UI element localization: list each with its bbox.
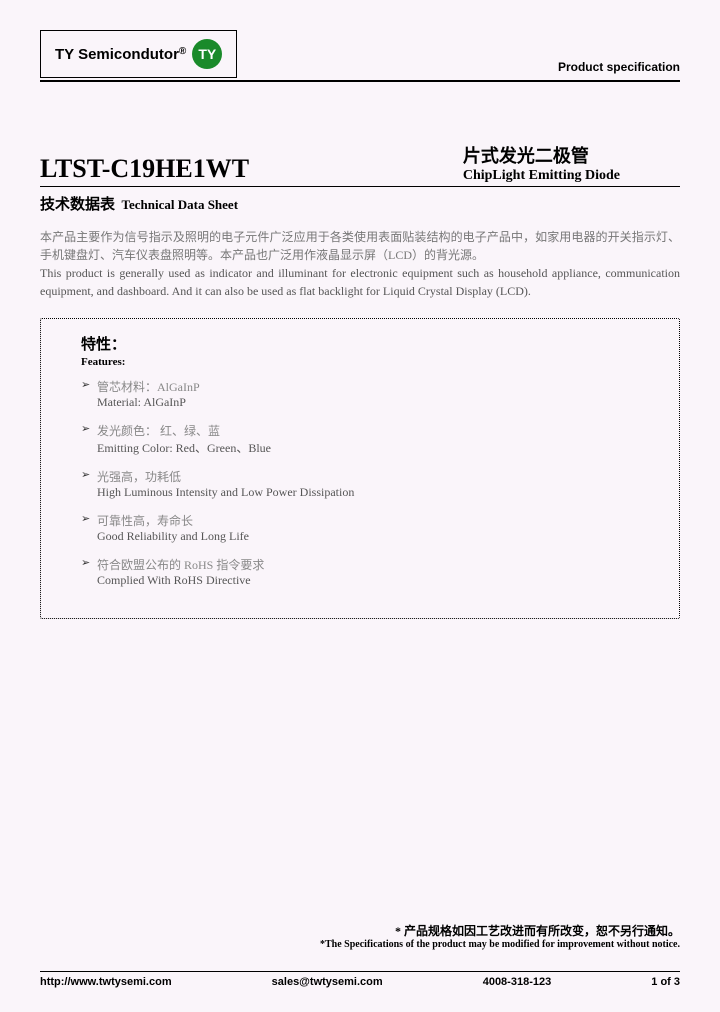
registered-mark: ® xyxy=(179,46,186,57)
footer-email: sales@twtysemi.com xyxy=(272,976,383,988)
feature-en: Complied With RoHS Directive xyxy=(97,573,649,588)
feature-item: 发光颜色： 红、绿、蓝 Emitting Color: Red、Green、Bl… xyxy=(81,422,649,456)
feature-en: Material: AlGaInP xyxy=(97,395,649,410)
features-title-en: Features: xyxy=(81,356,649,368)
company-text: TY Semicondutor xyxy=(55,46,179,63)
header-row: TY Semicondutor® TY Product specificatio… xyxy=(40,30,680,82)
title-cn: 片式发光二极管 xyxy=(463,142,620,168)
feature-item: 可靠性高，寿命长 Good Reliability and Long Life xyxy=(81,512,649,544)
footer-phone: 4008-318-123 xyxy=(483,976,552,988)
logo-box: TY Semicondutor® TY xyxy=(40,30,237,78)
subtitle-en: Technical Data Sheet xyxy=(122,197,239,212)
part-number: LTST-C19HE1WT xyxy=(40,154,249,184)
feature-cn: 管芯材料：AlGaInP xyxy=(97,378,649,395)
feature-en: Emitting Color: Red、Green、Blue xyxy=(97,439,649,456)
footer: http://www.twtysemi.com sales@twtysemi.c… xyxy=(40,971,680,988)
company-name: TY Semicondutor® xyxy=(55,46,186,63)
description-en: This product is generally used as indica… xyxy=(40,266,680,298)
description-block: 本产品主要作为信号指示及照明的电子元件广泛应用于各类使用表面贴装结构的电子产品中… xyxy=(40,228,680,300)
feature-cn: 可靠性高，寿命长 xyxy=(97,512,649,529)
product-spec-label: Product specification xyxy=(558,60,680,78)
feature-cn: 光强高，功耗低 xyxy=(97,468,649,485)
title-block: LTST-C19HE1WT 片式发光二极管 ChipLight Emitting… xyxy=(40,142,680,187)
feature-item: 管芯材料：AlGaInP Material: AlGaInP xyxy=(81,378,649,410)
features-title-cn: 特性： xyxy=(81,333,649,354)
logo-icon: TY xyxy=(192,39,222,69)
subtitle-cn: 技术数据表 xyxy=(40,197,115,213)
footer-url: http://www.twtysemi.com xyxy=(40,976,172,988)
footer-page: 1 of 3 xyxy=(651,976,680,988)
disclaimer-cn-text: 产品规格如因工艺改进而有所改变，恕不另行通知。 xyxy=(404,924,680,938)
feature-en: High Luminous Intensity and Low Power Di… xyxy=(97,485,649,500)
description-cn: 本产品主要作为信号指示及照明的电子元件广泛应用于各类使用表面贴装结构的电子产品中… xyxy=(40,230,680,262)
feature-item: 光强高，功耗低 High Luminous Intensity and Low … xyxy=(81,468,649,500)
features-box: 特性： Features: 管芯材料：AlGaInP Material: AlG… xyxy=(40,318,680,619)
star-icon: * xyxy=(395,924,401,938)
disclaimer-cn: * 产品规格如因工艺改进而有所改变，恕不另行通知。 xyxy=(320,922,680,939)
disclaimer-en: *The Specifications of the product may b… xyxy=(320,939,680,950)
disclaimer: * 产品规格如因工艺改进而有所改变，恕不另行通知。 *The Specifica… xyxy=(320,922,680,950)
feature-cn: 发光颜色： 红、绿、蓝 xyxy=(97,422,649,439)
title-right: 片式发光二极管 ChipLight Emitting Diode xyxy=(463,142,680,184)
feature-item: 符合欧盟公布的 RoHS 指令要求 Complied With RoHS Dir… xyxy=(81,556,649,588)
features-list: 管芯材料：AlGaInP Material: AlGaInP 发光颜色： 红、绿… xyxy=(81,378,649,588)
feature-en: Good Reliability and Long Life xyxy=(97,529,649,544)
feature-cn: 符合欧盟公布的 RoHS 指令要求 xyxy=(97,556,649,573)
subtitle-row: 技术数据表 Technical Data Sheet xyxy=(40,193,680,214)
title-en: ChipLight Emitting Diode xyxy=(463,168,620,184)
